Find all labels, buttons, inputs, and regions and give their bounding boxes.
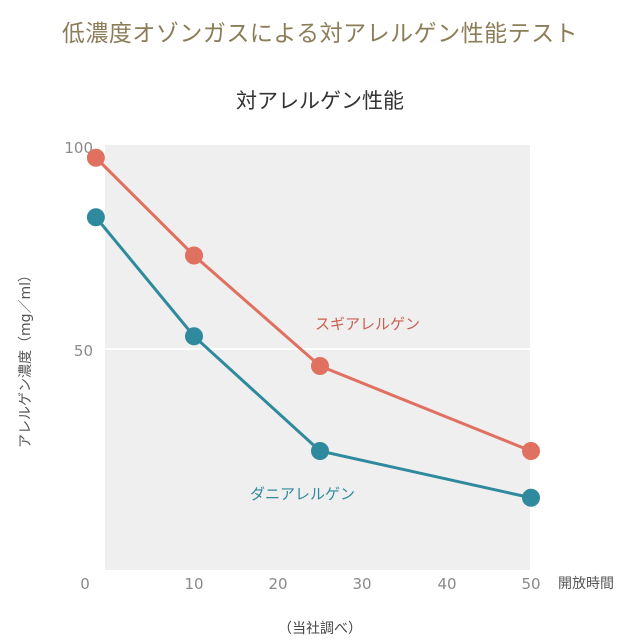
data-point-1-0 — [86, 208, 105, 227]
data-point-0-0 — [86, 148, 105, 167]
y-axis-label: アレルゲン濃度（mg／ml） — [18, 268, 34, 448]
x-axis-label: 開放時間 — [558, 576, 614, 592]
data-point-0-2 — [311, 357, 329, 375]
data-point-1-3 — [522, 488, 540, 507]
x-tick-label: 10 — [184, 575, 203, 593]
data-point-0-1 — [185, 246, 203, 265]
series-label-sugi: スギアレルゲン — [315, 315, 420, 333]
data-point-1-2 — [311, 442, 329, 460]
data-point-1-1 — [185, 327, 203, 346]
series-label-dani: ダニアレルゲン — [250, 485, 355, 503]
x-tick-label: 0 — [80, 575, 90, 593]
chart-title: 対アレルゲン性能 — [236, 89, 404, 113]
page-heading: 低濃度オゾンガスによる対アレルゲン性能テスト — [61, 21, 579, 47]
y-tick-label: 50 — [74, 342, 93, 360]
x-tick-label: 50 — [521, 575, 540, 593]
series-line-0 — [94, 156, 532, 453]
source-note: （当社調べ） — [278, 621, 362, 637]
series-line-1 — [94, 216, 532, 500]
y-tick-label: 100 — [64, 139, 93, 157]
x-tick-label: 30 — [352, 575, 371, 593]
x-tick-label: 20 — [268, 575, 287, 593]
x-tick-label: 40 — [437, 575, 456, 593]
data-point-0-3 — [522, 442, 540, 460]
